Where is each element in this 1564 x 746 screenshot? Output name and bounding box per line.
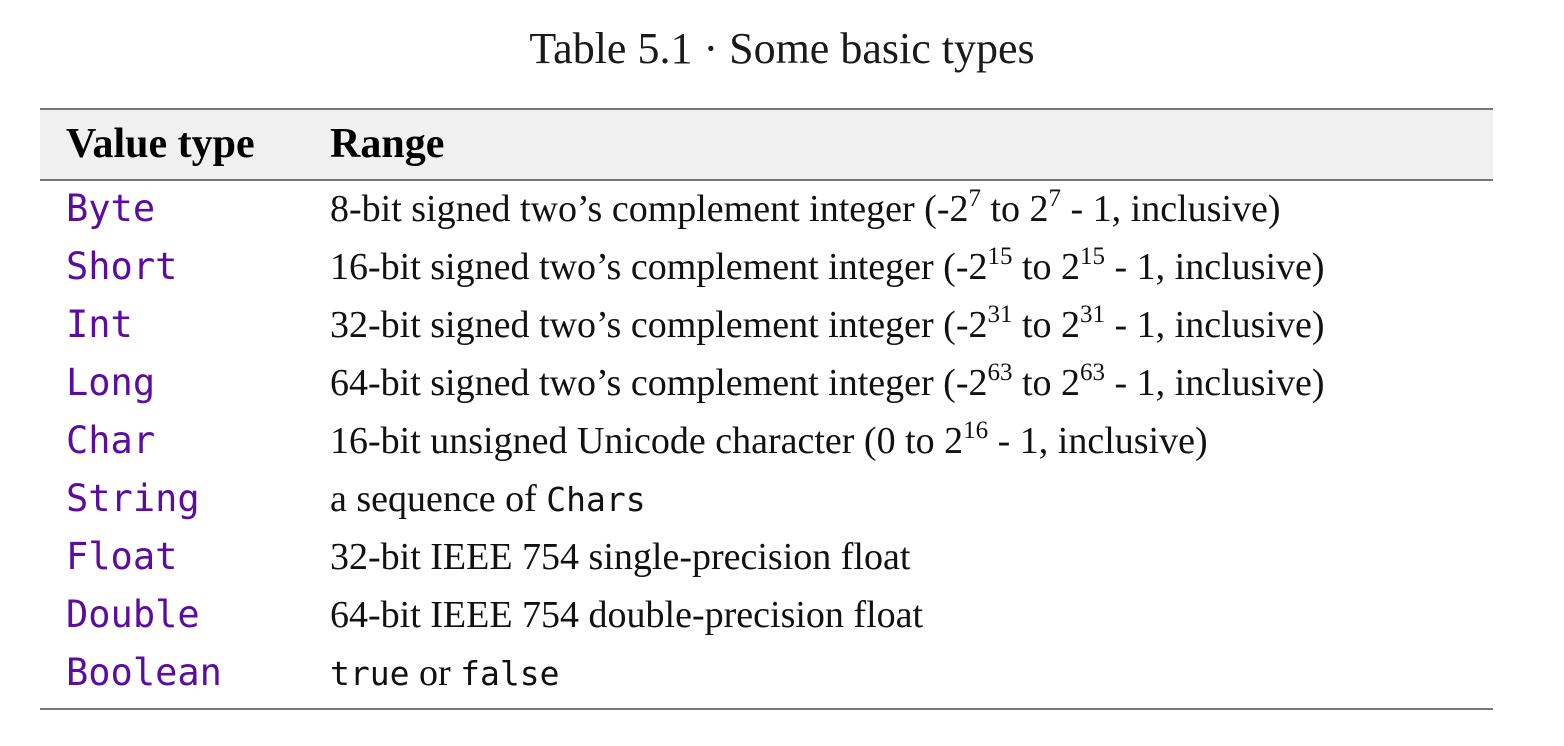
table-row: Short 16-bit signed two’s complement int…	[0, 238, 1564, 296]
table-row: Double 64-bit IEEE 754 double-precision …	[0, 586, 1564, 644]
header-value-type: Value type	[66, 121, 255, 167]
table-bottom-rule	[40, 708, 1493, 710]
type-range: 64-bit IEEE 754 double-precision float	[330, 594, 924, 636]
table-row: Float 32-bit IEEE 754 single-precision f…	[0, 528, 1564, 586]
table-row: Byte 8-bit signed two’s complement integ…	[0, 180, 1564, 238]
table-row: Long 64-bit signed two’s complement inte…	[0, 354, 1564, 412]
table-row: String a sequence of Chars	[0, 470, 1564, 528]
table-caption: Table 5.1 · Some basic types	[529, 24, 1035, 73]
code-chars: Chars	[546, 480, 646, 519]
table-row: Char 16-bit unsigned Unicode character (…	[0, 412, 1564, 470]
type-name: Int	[66, 303, 133, 346]
type-name: String	[66, 477, 200, 520]
type-name: Short	[66, 245, 178, 288]
type-range: a sequence of Chars	[330, 478, 646, 520]
type-name: Boolean	[66, 651, 222, 694]
table-header-rule	[40, 179, 1493, 181]
type-range: 64-bit signed two’s complement integer (…	[330, 359, 1325, 404]
type-range: 8-bit signed two’s complement integer (-…	[330, 185, 1281, 230]
table-row: Boolean true or false	[0, 644, 1564, 702]
type-range: 16-bit signed two’s complement integer (…	[330, 243, 1325, 288]
code-false: false	[460, 654, 560, 693]
type-range: 32-bit signed two’s complement integer (…	[330, 301, 1325, 346]
type-name: Float	[66, 535, 178, 578]
type-name: Double	[66, 593, 200, 636]
code-true: true	[330, 654, 410, 693]
table-header-band	[40, 110, 1493, 179]
table-row: Int 32-bit signed two’s complement integ…	[0, 296, 1564, 354]
type-name: Byte	[66, 187, 156, 230]
header-range: Range	[330, 121, 445, 167]
type-range: true or false	[330, 652, 560, 694]
type-name: Char	[66, 419, 156, 462]
type-range: 16-bit unsigned Unicode character (0 to …	[330, 417, 1208, 462]
table-top-rule	[40, 108, 1493, 110]
type-range: 32-bit IEEE 754 single-precision float	[330, 536, 911, 578]
type-name: Long	[66, 361, 156, 404]
